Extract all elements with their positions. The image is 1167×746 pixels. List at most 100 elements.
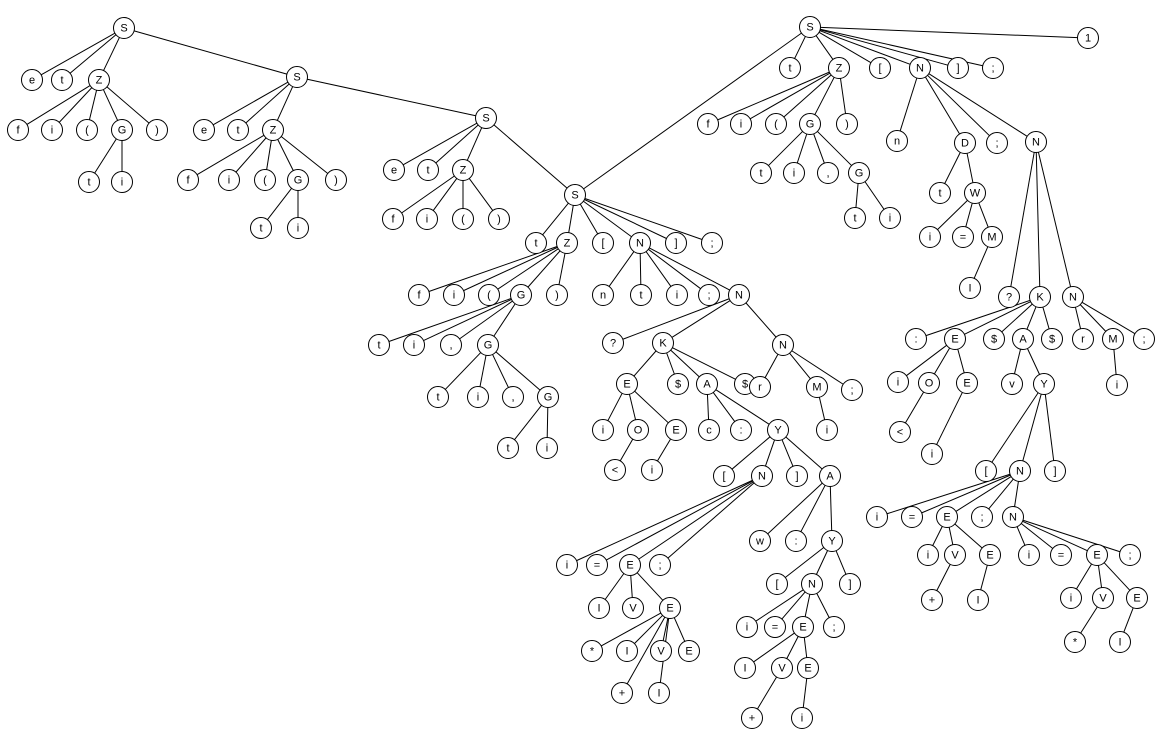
- node-label: E: [943, 512, 950, 524]
- node-label: ;: [707, 290, 710, 302]
- node-label: Z: [836, 63, 843, 75]
- tree-edge: [645, 251, 672, 287]
- tree-edge: [40, 32, 116, 76]
- tree-node: M: [806, 376, 828, 398]
- node-circle: [488, 208, 510, 230]
- node-label: I: [743, 663, 746, 675]
- node-label: i: [51, 125, 53, 137]
- node-label: W: [970, 188, 981, 200]
- node-circle: [325, 169, 347, 191]
- tree-node: t: [779, 57, 801, 79]
- node-label: [: [984, 466, 987, 478]
- node-label: [: [601, 238, 604, 250]
- tree-node: i: [592, 419, 614, 441]
- tree-edge: [235, 137, 267, 173]
- node-label: O: [634, 425, 643, 437]
- tree-edge: [435, 124, 479, 164]
- tree-edge: [954, 523, 983, 549]
- tree-node: i: [111, 171, 133, 193]
- node-circle: [382, 208, 404, 230]
- tree-node: $: [1041, 328, 1063, 350]
- node-label: +: [929, 595, 935, 607]
- tree-edge: [815, 35, 834, 60]
- tree-edge: [933, 347, 951, 375]
- tree-edge: [634, 615, 663, 644]
- tree-edge: [899, 77, 918, 132]
- tree-node: t: [78, 171, 100, 193]
- node-circle: [193, 119, 215, 141]
- node-circle: [998, 286, 1020, 308]
- node-circle: [452, 208, 474, 230]
- node-label: i: [453, 290, 455, 302]
- node-label: [: [775, 579, 778, 591]
- tree-node: (: [478, 284, 500, 306]
- node-circle: [417, 159, 439, 181]
- tree-node: ,: [502, 386, 524, 408]
- node-circle: [698, 419, 720, 441]
- tree-node: n: [886, 130, 908, 152]
- node-label: ]: [795, 471, 798, 483]
- node-circle: [828, 57, 850, 79]
- node-circle: [111, 119, 133, 141]
- node-circle: [427, 386, 449, 408]
- tree-edge: [245, 83, 290, 124]
- node-circle: [772, 334, 794, 356]
- node-circle: [111, 171, 133, 193]
- node-circle: [254, 169, 276, 191]
- tree-node: ;: [701, 232, 723, 254]
- tree-node: E: [659, 597, 681, 619]
- node-circle: [475, 107, 497, 129]
- node-label: i: [1116, 380, 1118, 392]
- tree-edge: [835, 550, 847, 575]
- tree-edge: [542, 202, 569, 236]
- tree-edge: [106, 86, 150, 124]
- node-circle: [817, 162, 839, 184]
- tree-edge: [1022, 393, 1042, 462]
- tree-edge: [463, 246, 558, 292]
- tree-node: f: [177, 169, 199, 191]
- tree-node: I: [959, 277, 981, 299]
- tree-edge: [768, 131, 803, 166]
- tree-node: E: [1126, 587, 1148, 609]
- node-label: n: [894, 136, 900, 148]
- node-circle: [848, 162, 870, 184]
- tree-edge: [980, 565, 988, 590]
- node-label: N: [735, 290, 743, 302]
- tree-edge: [628, 394, 637, 420]
- node-label: ): [845, 119, 849, 131]
- tree-node: Z: [556, 232, 578, 254]
- tree-edge: [864, 181, 885, 210]
- tree-edge: [432, 178, 458, 211]
- node-circle: [947, 57, 969, 79]
- tree-edge: [802, 678, 808, 708]
- tree-node: K: [1029, 286, 1051, 308]
- tree-node: Y: [767, 419, 789, 441]
- node-label: I: [976, 595, 979, 607]
- tree-node: i: [917, 544, 939, 566]
- node-circle: [592, 232, 614, 254]
- tree-edge: [973, 246, 989, 279]
- tree-node: ]: [839, 573, 861, 595]
- node-circle: [146, 119, 168, 141]
- node-circle: [983, 328, 1005, 350]
- node-circle: [477, 334, 499, 356]
- node-circle: [956, 372, 978, 394]
- tree-node: G: [848, 162, 870, 184]
- tree-edge: [932, 526, 943, 546]
- tree-node: i: [666, 284, 688, 306]
- tree-node: i: [921, 443, 943, 465]
- node-label: G: [517, 290, 526, 302]
- node-circle: [76, 119, 98, 141]
- tree-edge: [495, 351, 541, 391]
- tree-node: e: [193, 119, 215, 141]
- tree-edge: [921, 474, 1011, 514]
- tree-edge: [583, 32, 802, 190]
- node-circle: [652, 332, 674, 354]
- node-circle: [616, 640, 638, 662]
- node-circle: [936, 506, 958, 528]
- tree-edge: [634, 390, 669, 424]
- tree-node: [: [869, 57, 891, 79]
- node-label: N: [758, 471, 766, 483]
- node-label: (: [263, 175, 267, 187]
